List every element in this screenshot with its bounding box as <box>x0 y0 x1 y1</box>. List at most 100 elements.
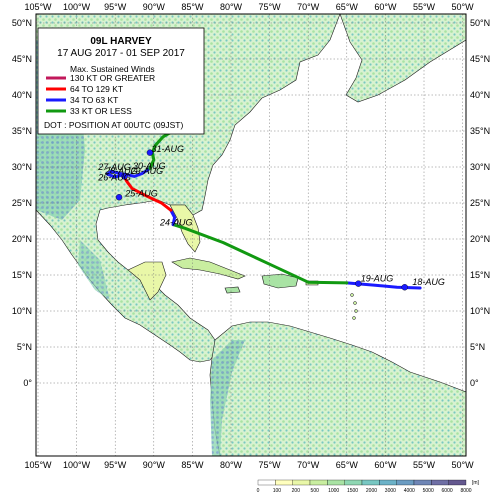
lat-tick-label: 45°N <box>12 54 32 64</box>
scale-swatch <box>431 479 449 486</box>
lon-tick-label: 85°W <box>181 460 204 470</box>
scale-tick-label: 500 <box>311 488 320 494</box>
lon-tick-label: 60°W <box>374 460 397 470</box>
mexico-highlands-tint <box>78 240 110 300</box>
lon-tick-label: 75°W <box>259 2 282 12</box>
lon-tick-label: 100°W <box>63 460 91 470</box>
lat-tick-label: 40°N <box>12 90 32 100</box>
scale-tick-label: 200 <box>292 488 301 494</box>
date-label: 28-AUG <box>104 166 138 176</box>
yucatan-land <box>127 261 167 301</box>
date-label: 29-AUG <box>130 166 164 176</box>
lon-tick-label: 90°W <box>143 2 166 12</box>
lat-tick-label: 35°N <box>12 126 32 136</box>
lon-tick-label: 70°W <box>297 2 320 12</box>
date-label: 26-AUG <box>97 173 131 183</box>
legend-category-label: 33 KT OR LESS <box>70 106 132 116</box>
lat-tick-label: 5°N <box>470 342 485 352</box>
position-dot <box>115 194 123 201</box>
jamaica-land <box>224 286 241 294</box>
lon-tick-label: 100°W <box>63 2 91 12</box>
andes-tint <box>210 340 245 456</box>
lon-tick-label: 55°W <box>413 460 436 470</box>
lon-tick-label: 65°W <box>336 2 359 12</box>
lon-tick-label: 95°W <box>104 2 127 12</box>
latitude-labels-right: 50°N 45°N 40°N 35°N 30°N 25°N 20°N 15°N 10°N 5°N 0… <box>470 18 490 388</box>
date-label: 25-AUG <box>124 189 158 199</box>
lon-tick-label: 50°W <box>452 2 475 12</box>
position-dot <box>355 280 362 287</box>
lon-tick-label: 90°W <box>143 460 166 470</box>
cuba-land <box>171 257 246 280</box>
track-segment <box>169 208 177 227</box>
lat-tick-label: 30°N <box>12 162 32 172</box>
lon-tick-label: 105°W <box>24 460 52 470</box>
scale-swatch <box>292 479 311 486</box>
lat-tick-label: 10°N <box>12 306 32 316</box>
storm-name: 09L HARVEY <box>90 36 152 47</box>
lat-tick-label: 15°N <box>12 270 32 280</box>
scale-tick-label: 2000 <box>366 488 377 494</box>
scale-swatch <box>275 479 293 486</box>
legend: 09L HARVEY 17 AUG 2017 - 01 SEP 2017 Max… <box>37 27 205 135</box>
scale-swatch <box>309 479 328 486</box>
scale-tick-label: 5000 <box>423 488 434 494</box>
scale-swatch <box>344 479 363 486</box>
scale-swatch <box>448 479 467 486</box>
scale-tick-label: 1000 <box>328 488 339 494</box>
date-range: 17 AUG 2017 - 01 SEP 2017 <box>57 48 185 59</box>
scale-swatch <box>361 479 380 486</box>
track-segment <box>171 223 349 285</box>
track-segment <box>121 172 173 212</box>
lat-tick-label: 50°N <box>470 18 490 28</box>
date-label: 30-AUG <box>133 161 166 171</box>
lat-tick-label: 25°N <box>12 198 32 208</box>
lon-tick-label: 105°W <box>24 2 52 12</box>
lat-tick-label: 50°N <box>12 18 32 28</box>
lon-tick-label: 55°W <box>413 2 436 12</box>
map-frame <box>35 13 467 457</box>
longitude-labels-top: 105°W 100°W 95°W 90°W 85°W 80°W 75°W 70°W 65°W 60… <box>24 2 474 12</box>
scale-tick-label: 1500 <box>347 488 358 494</box>
lon-tick-label: 80°W <box>220 2 243 12</box>
position-dot <box>121 173 128 180</box>
latitude-labels-left: 50°N 45°N 40°N 35°N 30°N 25°N 20°N 15°N 10°N 5°N 0… <box>12 18 33 388</box>
lon-tick-label: 75°W <box>259 460 282 470</box>
date-label: 31-AUG <box>151 144 184 154</box>
legend-category-label: 64 TO 129 KT <box>70 84 123 94</box>
scale-swatch <box>396 479 415 486</box>
dot-note: DOT : POSITION AT 00UTC (09JST) <box>44 120 184 130</box>
date-label: 19-AUG <box>361 273 394 283</box>
lat-tick-label: 0° <box>23 378 32 388</box>
longitude-labels-bottom: 105°W 100°W 95°W 90°W 85°W 80°W 75°W 70°W 65°W 60… <box>24 460 474 470</box>
lat-tick-label: 25°N <box>470 198 490 208</box>
lat-tick-label: 45°N <box>470 54 490 64</box>
canada-east-land <box>339 14 466 103</box>
scale-swatch <box>327 479 345 486</box>
track-segment <box>106 166 152 179</box>
scale-unit: [m] <box>472 480 480 486</box>
hispaniola-land <box>261 273 299 289</box>
lat-tick-label: 20°N <box>12 234 32 244</box>
scale-swatch <box>379 479 397 486</box>
lat-tick-label: 20°N <box>470 234 490 244</box>
scale-tick-label: 8000 <box>460 488 471 494</box>
scale-tick-label: 0 <box>257 488 260 494</box>
date-label: 27-AUG <box>97 162 131 172</box>
lat-tick-label: 0° <box>470 378 479 388</box>
scale-swatch <box>257 479 276 486</box>
lon-tick-label: 85°W <box>181 2 204 12</box>
scale-swatch <box>413 479 432 486</box>
scale-tick-label: 100 <box>273 488 282 494</box>
legend-category-label: 34 TO 63 KT <box>70 95 118 105</box>
position-dot <box>401 284 408 291</box>
legend-box <box>37 27 205 135</box>
lon-tick-label: 60°W <box>374 2 397 12</box>
position-dot <box>146 149 154 156</box>
graticule <box>36 14 466 456</box>
lat-tick-label: 15°N <box>470 270 490 280</box>
storm-track: 18-AUG 19-AUG 24-AUG 25-AUG 26-AUG27-AUG28-A… <box>97 123 445 291</box>
scale-tick-label: 4000 <box>404 488 415 494</box>
